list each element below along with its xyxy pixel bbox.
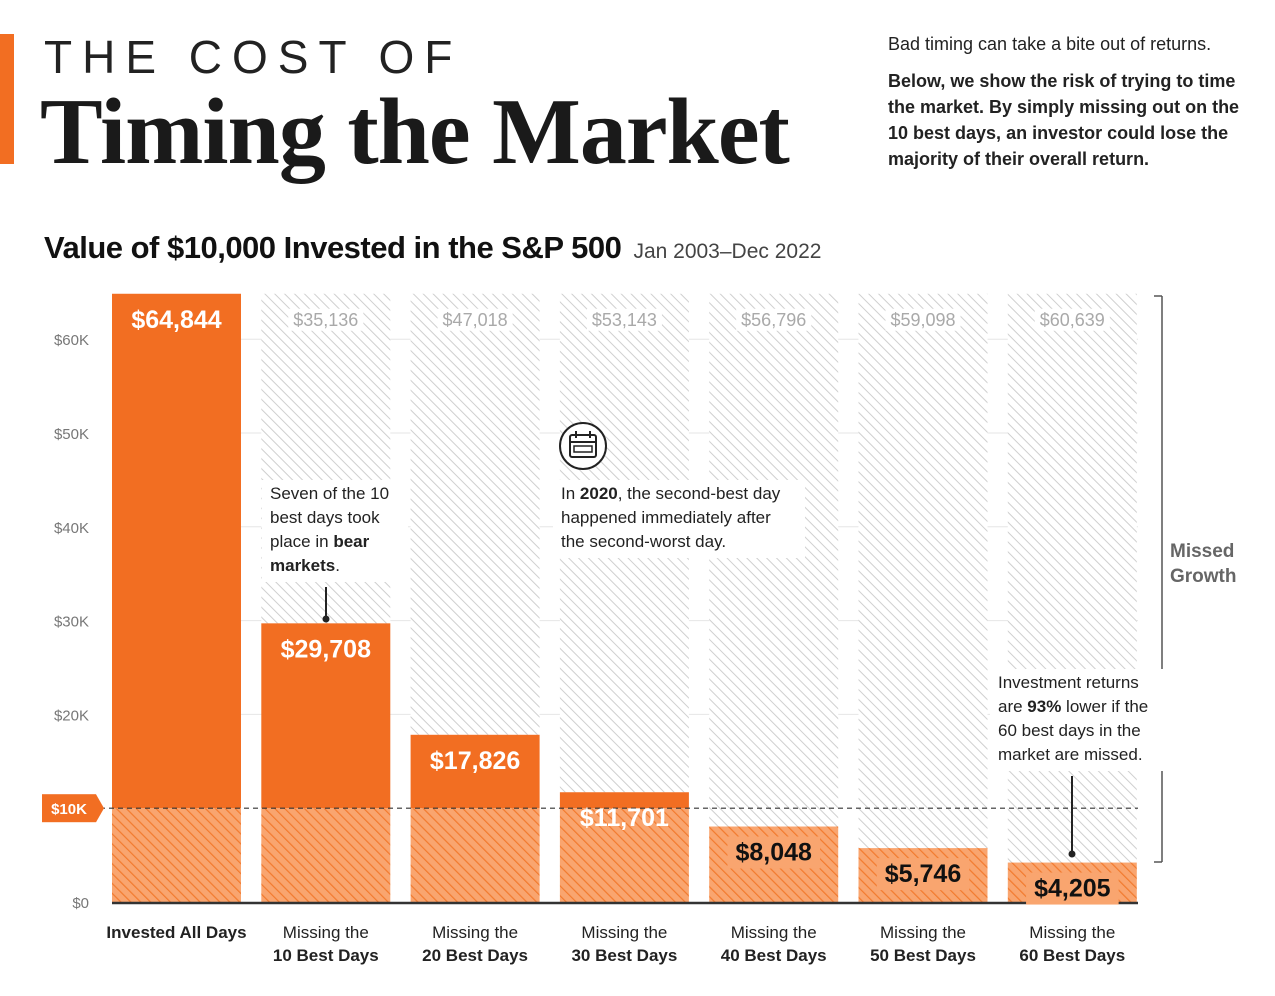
covid-note-emphasis: 2020 <box>579 484 618 503</box>
missed-growth-label-backdrop <box>288 308 364 331</box>
value-label: $17,826 <box>430 747 520 775</box>
category-label: Missing the <box>432 923 518 942</box>
y-tick-label: $0 <box>72 895 89 912</box>
category-label-line2: 40 Best Days <box>721 946 827 965</box>
chart-title: Value of $10,000 Invested in the S&P 500 <box>44 230 622 265</box>
returns-note: Investment returns are 93% lower if the … <box>990 669 1174 771</box>
headline-kicker: THE COST OF <box>44 31 463 83</box>
value-bar-base <box>559 808 689 902</box>
value-label: $8,048 <box>735 839 812 867</box>
value-label-backdrop <box>1026 872 1119 905</box>
returns-note-emphasis: 93% <box>1027 697 1062 716</box>
missed-growth-label: Missed Growth <box>1170 541 1237 587</box>
value-bar-base <box>410 808 540 902</box>
reference-line-label: $10K <box>51 801 87 818</box>
calendar-icon <box>559 422 607 470</box>
returns-note-text: Investment returns are <box>998 673 1139 716</box>
missed-growth-bar <box>709 293 839 827</box>
covid-note: In 2020, the second-best day happened im… <box>553 480 805 558</box>
value-label: $4,205 <box>1034 875 1111 903</box>
value-bar-base <box>112 808 241 902</box>
bear-note-pointer-dot <box>322 615 330 623</box>
bear-note-emphasis: bear markets <box>270 532 370 575</box>
value-bar <box>559 792 689 809</box>
chart-title-block: Value of $10,000 Invested in the S&P 500… <box>44 230 821 266</box>
value-label: $11,701 <box>580 804 669 832</box>
missed-growth-label-backdrop <box>885 308 961 331</box>
y-tick-label: $60K <box>54 332 89 349</box>
bear-note-end: . <box>335 556 340 575</box>
category-label: Missing the <box>1029 923 1115 942</box>
category-label-line2: 60 Best Days <box>1019 946 1125 965</box>
bear-market-note: Seven of the 10 best days took place in … <box>262 480 408 582</box>
value-bar-base <box>261 808 391 902</box>
missed-growth-value-label: $35,136 <box>293 310 358 330</box>
value-bar <box>410 734 540 809</box>
missed-growth-value-label: $60,639 <box>1040 310 1105 330</box>
missed-growth-label-backdrop <box>437 308 513 331</box>
returns-note-end: lower if the 60 best days in the market … <box>998 697 1149 764</box>
value-label-backdrop <box>727 836 821 869</box>
missed-growth-label-backdrop <box>586 308 662 331</box>
missed-growth-value-label: $53,143 <box>592 310 657 330</box>
category-label: Missing the <box>283 923 369 942</box>
category-label: Invested All Days <box>106 923 246 942</box>
y-tick-label: $20K <box>54 707 89 724</box>
value-label: $29,708 <box>281 635 371 663</box>
missed-growth-bar <box>410 293 540 735</box>
category-label-line2: 20 Best Days <box>422 946 528 965</box>
category-label: Missing the <box>880 923 966 942</box>
missed-growth-value-label: $59,098 <box>890 310 955 330</box>
chart-subtitle: Jan 2003–Dec 2022 <box>633 240 822 263</box>
category-label-line2: 50 Best Days <box>870 946 976 965</box>
y-tick-label: $40K <box>54 520 89 537</box>
reference-line-marker <box>42 794 96 823</box>
category-label-line2: 30 Best Days <box>571 946 677 965</box>
missed-growth-value-label: $47,018 <box>443 310 508 330</box>
pct-note-pointer-dot <box>1068 850 1076 858</box>
reference-line-marker-tip <box>96 794 104 823</box>
bear-note-text: Seven of the 10 best days took place in <box>270 484 390 551</box>
y-tick-label: $30K <box>54 614 89 631</box>
category-label-line2: 10 Best Days <box>273 946 379 965</box>
covid-note-text: In <box>561 484 580 503</box>
missed-growth-bar <box>858 293 988 849</box>
intro-lead: Bad timing can take a bite out of return… <box>888 34 1212 54</box>
value-label-backdrop <box>876 858 970 891</box>
category-label: Missing the <box>731 923 817 942</box>
value-bar <box>261 623 391 809</box>
value-label: $5,746 <box>885 860 961 888</box>
missed-growth-value-label: $56,796 <box>741 310 806 330</box>
accent-bar <box>0 34 14 164</box>
missed-growth-label-backdrop <box>1034 308 1110 331</box>
intro-body: Below, we show the risk of trying to tim… <box>888 71 1240 169</box>
value-bar <box>112 293 241 809</box>
headline: Timing the Market <box>40 80 790 184</box>
missed-growth-label-backdrop <box>736 308 812 331</box>
y-tick-label: $50K <box>54 426 89 443</box>
value-label: $64,844 <box>131 306 221 334</box>
covid-note-end: , the second-best day happened immediate… <box>561 484 781 551</box>
category-label: Missing the <box>581 923 667 942</box>
